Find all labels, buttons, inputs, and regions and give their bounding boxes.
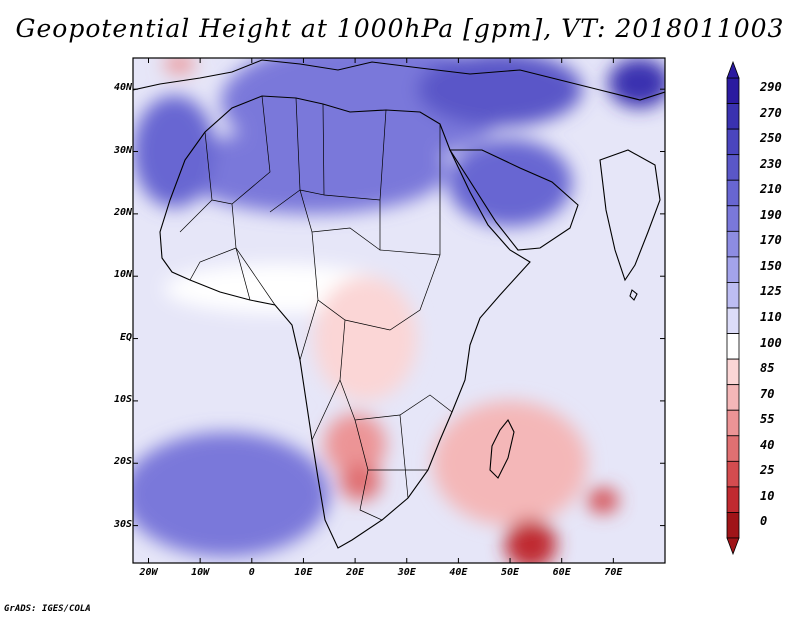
field-blob-east-med-low — [417, 58, 583, 127]
lat-label: 10S — [113, 393, 132, 405]
colorbar-level-label: 270 — [760, 105, 782, 120]
colorbar-level-label: 40 — [760, 437, 775, 452]
lon-label: 30E — [397, 567, 416, 578]
colorbar-segment — [726, 154, 740, 181]
lon-label: 10W — [191, 567, 210, 578]
field-blob-kalahari-low — [339, 463, 381, 501]
field-blob-nw-corner-low — [163, 58, 195, 74]
colorbar-level-label: 70 — [760, 386, 775, 401]
colorbar-segment — [726, 409, 740, 437]
colorbar-segment — [726, 103, 740, 130]
india-coastline — [599, 149, 661, 282]
colorbar-segment — [726, 230, 740, 258]
sri-lanka — [629, 289, 638, 301]
colorbar-segment — [726, 282, 740, 309]
colorbar-segment — [726, 307, 740, 334]
lon-label: 50E — [501, 567, 520, 578]
country-borders — [179, 95, 453, 521]
colorbar-level-label: 170 — [760, 233, 782, 248]
height-field — [133, 58, 665, 563]
field-blob-mozambique-channel-low — [432, 400, 588, 526]
colorbar-segment — [726, 128, 740, 156]
colorbar-level-label: 250 — [760, 131, 782, 146]
lon-label: 70E — [604, 567, 623, 578]
europe-coastline — [133, 59, 665, 101]
africa-coastline — [159, 95, 531, 549]
lon-label: 60E — [552, 567, 571, 578]
field-blob-indian-ocean-cell — [587, 488, 619, 514]
field-blob-arabia-band — [448, 139, 573, 227]
field-blob-far-ne-low — [608, 58, 665, 108]
colorbar-segment — [726, 256, 740, 283]
lat-label: 30N — [113, 144, 132, 156]
colorbar-level-label: 110 — [760, 310, 782, 324]
colorbar-level-label: 85 — [760, 361, 775, 376]
lat-label: 40N — [113, 82, 132, 94]
map-frame — [132, 57, 666, 564]
lon-label: 0 — [248, 567, 255, 578]
colorbar-level-label: 10 — [760, 488, 775, 503]
colorbar-level-label: 150 — [760, 258, 782, 273]
height-contour-fills — [133, 58, 665, 563]
lon-label: 20W — [139, 567, 158, 578]
field-blob-west-atlantic-high — [133, 95, 216, 208]
field-blob-southern-ocean-low — [504, 519, 557, 563]
colorbar-segment — [726, 205, 740, 232]
colorbar-segment — [726, 512, 740, 539]
colorbar-segment — [726, 179, 740, 207]
colorbar-bottom-arrow — [726, 537, 740, 556]
colorbar-top-arrow — [726, 60, 740, 79]
field-blob-central-africa-pink — [313, 276, 418, 401]
coastlines — [133, 59, 665, 549]
colorbar-level-label: 190 — [760, 207, 782, 222]
colorbar-level-label: 125 — [760, 284, 782, 299]
colorbar-segment — [726, 358, 740, 386]
lat-label: 30S — [113, 518, 132, 530]
colorbar — [726, 60, 740, 556]
colorbar-level-label: 0 — [760, 514, 768, 529]
colorbar-level-label: 100 — [760, 335, 782, 350]
colorbar-segment — [726, 486, 740, 513]
lat-label: 20S — [113, 456, 132, 468]
colorbar-level-label: 55 — [760, 412, 775, 427]
lat-label: 10N — [113, 269, 132, 281]
colorbar-level-label: 230 — [760, 156, 782, 171]
lat-label: 20N — [113, 206, 132, 218]
lon-label: 10E — [294, 567, 313, 578]
software-credit: GrADS: IGES/COLA — [4, 604, 91, 614]
colorbar-level-label: 210 — [760, 182, 782, 197]
arabia-coastline — [448, 149, 579, 251]
lon-label: 20E — [346, 567, 365, 578]
colorbar-segment — [726, 435, 740, 462]
field-blob-angola-low — [324, 413, 387, 476]
colorbar-segment — [726, 77, 740, 104]
colorbar-level-label: 25 — [760, 463, 775, 478]
colorbar-segment — [726, 384, 740, 411]
madagascar-coastline — [489, 418, 515, 479]
colorbar-segment — [726, 333, 740, 360]
lon-label: 40E — [449, 567, 468, 578]
field-blob-south-atlantic-high — [133, 432, 330, 557]
lat-label: EQ — [119, 331, 132, 343]
field-blob-sahara-band — [179, 126, 449, 214]
map-title: Geopotential Height at 1000hPa [gpm], VT… — [15, 14, 785, 43]
axis-ticks — [133, 58, 665, 563]
colorbar-segment — [726, 460, 740, 488]
colorbar-level-label: 290 — [760, 80, 782, 94]
